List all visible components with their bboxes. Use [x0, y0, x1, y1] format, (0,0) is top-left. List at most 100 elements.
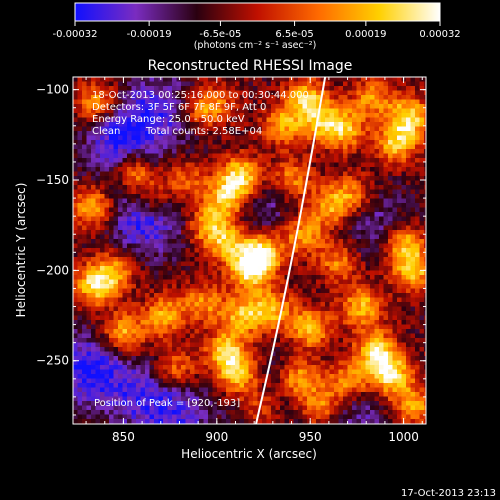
heatmap-cell: [239, 252, 245, 258]
heatmap-cell: [167, 333, 173, 339]
heatmap-cell: [361, 95, 366, 100]
heatmap-cell: [379, 99, 384, 105]
heatmap-cell: [293, 302, 299, 307]
heatmap-cell: [95, 342, 101, 348]
heatmap-cell: [293, 149, 299, 154]
heatmap-cell: [145, 144, 150, 150]
heatmap-cell: [230, 252, 236, 258]
heatmap-cell: [136, 342, 141, 348]
heatmap-cell: [140, 329, 146, 334]
heatmap-cell: [86, 144, 92, 150]
heatmap-cell: [86, 176, 92, 181]
heatmap-cell: [86, 360, 92, 366]
heatmap-cell: [104, 144, 110, 150]
heatmap-cell: [302, 302, 308, 307]
heatmap-cell: [253, 104, 258, 109]
heatmap-cell: [311, 261, 317, 267]
heatmap-cell: [329, 126, 335, 132]
heatmap-cell: [334, 221, 339, 226]
heatmap-cell: [77, 297, 83, 303]
heatmap-cell: [298, 194, 303, 199]
heatmap-cell: [325, 239, 330, 244]
heatmap-cell: [343, 149, 348, 154]
heatmap-cell: [140, 135, 146, 141]
heatmap-cell: [149, 252, 155, 258]
heatmap-cell: [190, 347, 195, 352]
heatmap-cell: [334, 257, 339, 262]
heatmap-cell: [365, 279, 371, 285]
heatmap-cell: [149, 212, 155, 217]
heatmap-cell: [248, 176, 254, 181]
heatmap-cell: [176, 320, 182, 325]
heatmap-cell: [325, 162, 330, 168]
heatmap-cell: [109, 135, 114, 141]
heatmap-cell: [293, 203, 299, 208]
heatmap-cell: [424, 356, 426, 361]
heatmap-cell: [239, 77, 245, 82]
heatmap-cell: [100, 221, 105, 226]
heatmap-cell: [244, 90, 249, 96]
heatmap-cell: [316, 185, 321, 190]
heatmap-cell: [104, 297, 110, 303]
heatmap-cell: [325, 158, 330, 163]
heatmap-cell: [410, 315, 416, 321]
heatmap-cell: [370, 176, 375, 181]
heatmap-cell: [158, 216, 164, 222]
heatmap-cell: [397, 243, 402, 249]
heatmap-cell: [199, 306, 204, 312]
heatmap-cell: [167, 230, 173, 235]
heatmap-cell: [293, 306, 299, 312]
heatmap-cell: [379, 189, 384, 195]
heatmap-cell: [73, 239, 78, 244]
heatmap-cell: [167, 284, 173, 289]
heatmap-cell: [181, 86, 186, 91]
heatmap-cell: [410, 239, 416, 244]
heatmap-cell: [392, 117, 398, 123]
heatmap-cell: [248, 81, 254, 87]
heatmap-cell: [199, 324, 204, 330]
heatmap-cell: [181, 144, 186, 150]
heatmap-cell: [316, 293, 321, 298]
heatmap-cell: [167, 279, 173, 285]
heatmap-cell: [82, 207, 87, 213]
heatmap-cell: [244, 149, 249, 154]
heatmap-cell: [158, 333, 164, 339]
heatmap-cell: [401, 329, 407, 334]
heatmap-cell: [410, 153, 416, 159]
heatmap-cell: [122, 302, 128, 307]
heatmap-cell: [262, 135, 267, 141]
heatmap-cell: [208, 284, 213, 289]
heatmap-cell: [91, 104, 96, 109]
heatmap-cell: [361, 194, 366, 199]
heatmap-cell: [257, 104, 263, 109]
heatmap-cell: [127, 153, 132, 159]
colorbar-tick-label: 0.00019: [345, 29, 386, 40]
heatmap-cell: [392, 185, 398, 190]
heatmap-cell: [91, 198, 96, 204]
heatmap-cell: [190, 252, 195, 258]
heatmap-cell: [199, 266, 204, 271]
heatmap-cell: [95, 117, 101, 123]
heatmap-cell: [91, 189, 96, 195]
heatmap-cell: [82, 167, 87, 172]
heatmap-cell: [392, 189, 398, 195]
heatmap-cell: [383, 225, 389, 231]
heatmap-cell: [361, 306, 366, 312]
heatmap-cell: [392, 158, 398, 163]
heatmap-cell: [163, 275, 168, 280]
heatmap-cell: [275, 131, 281, 136]
heatmap-cell: [199, 212, 204, 217]
heatmap-cell: [320, 311, 326, 316]
heatmap-cell: [235, 207, 240, 213]
heatmap-cell: [361, 324, 366, 330]
heatmap-cell: [356, 108, 362, 114]
heatmap-cell: [212, 135, 218, 141]
heatmap-cell: [320, 257, 326, 262]
heatmap-cell: [419, 284, 425, 289]
heatmap-cell: [343, 261, 348, 267]
heatmap-cell: [235, 266, 240, 271]
heatmap-cell: [181, 302, 186, 307]
heatmap-cell: [298, 225, 303, 231]
heatmap-cell: [352, 113, 357, 118]
heatmap-cell: [370, 162, 375, 168]
